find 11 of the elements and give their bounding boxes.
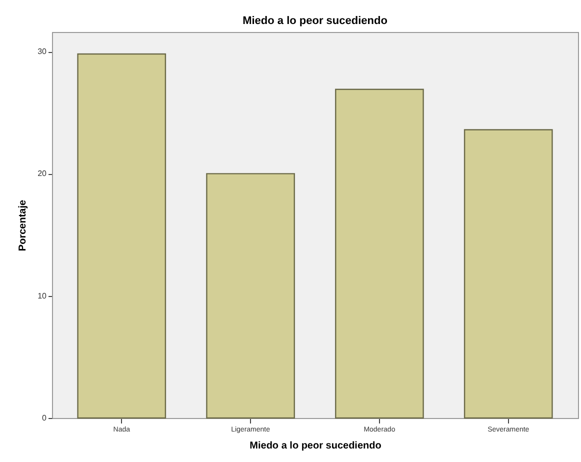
y-axis-title: Porcentaje xyxy=(18,200,29,252)
bar xyxy=(77,53,166,419)
y-tick-label: 30 xyxy=(38,47,48,56)
y-tick-label: 10 xyxy=(38,291,48,300)
x-axis-title: Miedo a lo peor sucediendo xyxy=(250,440,382,452)
y-tick-label: 0 xyxy=(42,414,48,422)
bar xyxy=(464,129,553,419)
chart-title: Miedo a lo peor sucediendo xyxy=(242,15,388,27)
y-tick-label: 20 xyxy=(38,169,48,178)
bar xyxy=(335,88,424,419)
bar xyxy=(206,173,295,419)
